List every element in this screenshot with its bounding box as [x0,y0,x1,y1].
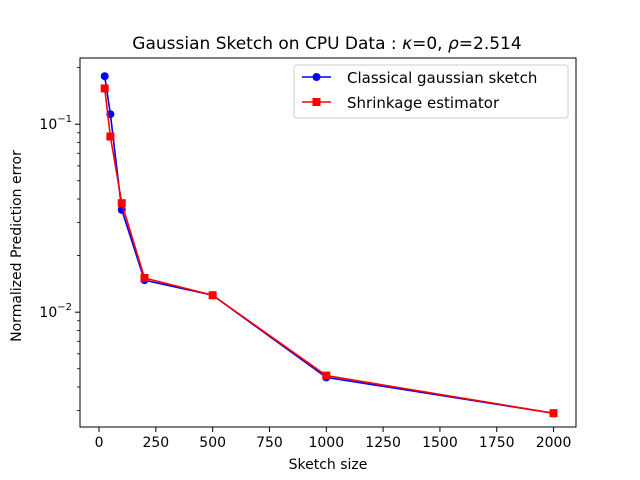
title-kappa-symbol: κ [402,34,412,54]
x-axis-label: Sketch size [289,457,368,473]
data-point [106,132,115,141]
data-point [100,72,109,81]
y-tick-label-exponent: −1 [57,114,72,125]
y-axis-label: Normalized Prediction error [9,150,25,342]
data-point [140,273,149,282]
legend-frame [293,64,569,119]
x-tick-label: 1500 [422,435,458,451]
legend-label-classical: Classical gaussian sketch [347,69,537,87]
y-tick-label: 10−2 [39,302,72,321]
y-tick-label-base: 10 [39,305,57,321]
y-tick-label-base: 10 [39,117,57,133]
x-tick-label: 1750 [479,435,515,451]
data-point [322,371,331,380]
series-layer [100,72,558,418]
title-rho-symbol: ρ [448,34,459,54]
data-point [117,199,126,208]
legend-marker-classical [312,73,321,81]
x-tick-label: 750 [256,435,283,451]
x-tick-label: 0 [95,435,104,451]
title-kappa-value: =0, [412,34,448,54]
x-tick-label: 1000 [308,435,344,451]
title-prefix: Gaussian Sketch on CPU Data : [132,34,402,54]
y-tick-label: 10−1 [39,114,72,133]
chart-title: Gaussian Sketch on CPU Data : κ=0, ρ=2.5… [132,34,521,54]
y-tick-label-exponent: −2 [57,302,72,313]
plot-area [79,57,577,428]
x-tick-label: 500 [199,435,226,451]
title-rho-value: =2.514 [459,34,522,54]
series-shrinkage [100,84,558,418]
x-tick-label: 2000 [536,435,572,451]
legend: Classical gaussian sketch Shrinkage esti… [293,64,569,119]
y-axis: 10−210−1 [39,67,80,411]
x-tick-label: 250 [142,435,169,451]
x-axis: 0 250 500 750 1000 1250 1500 1750 2000 [95,427,572,451]
legend-marker-shrinkage [312,98,321,106]
plot-frame [79,57,577,428]
data-point [208,291,217,300]
data-point [549,409,558,418]
legend-label-shrinkage: Shrinkage estimator [347,94,500,112]
x-tick-label: 1250 [365,435,401,451]
data-point [100,84,109,93]
